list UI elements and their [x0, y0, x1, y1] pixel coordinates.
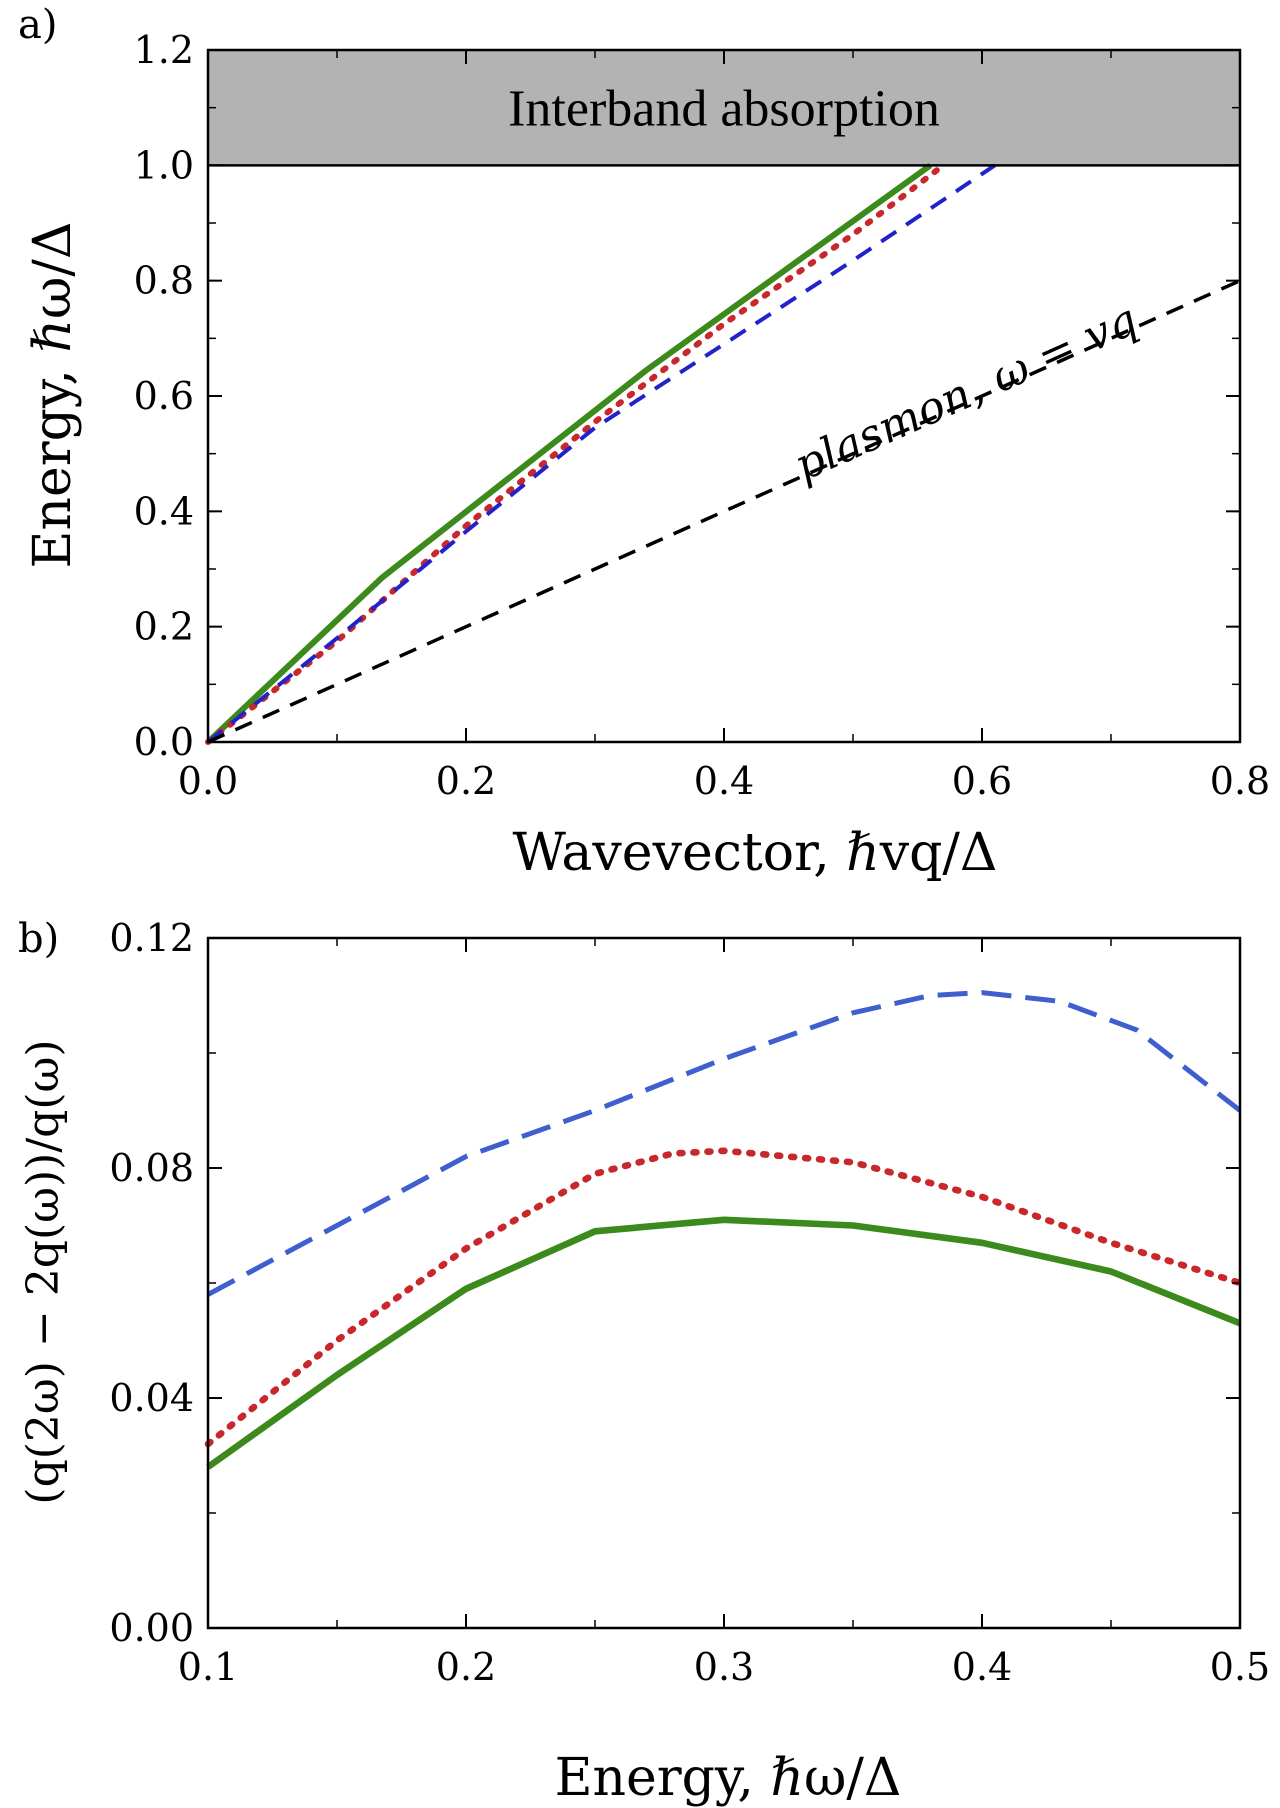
series-line-dotted-1: [205, 162, 947, 745]
plasmon-annotation: plasmon, ω = vq: [787, 294, 1145, 491]
y-tick-label: 0.04: [109, 1376, 194, 1420]
x-axis-label-b: Energy, ℏω/Δ: [555, 1748, 902, 1808]
y-tick-label: 0.0: [134, 720, 194, 764]
x-tick-label: 0.4: [694, 759, 754, 803]
y-axis-label-b: (q(2ω) − 2q(ω))/q(ω): [18, 1039, 69, 1504]
series-line-solid-0: [205, 162, 933, 745]
y-tick-label: 0.8: [134, 259, 194, 303]
x-tick-label: 0.3: [694, 1645, 754, 1689]
x-tick-label: 0.2: [436, 1645, 496, 1689]
y-tick-label: 0.08: [109, 1146, 194, 1190]
x-tick-label: 0.2: [436, 759, 496, 803]
y-tick-label: 0.6: [134, 374, 194, 418]
series-line-solid-2: [206, 1216, 1242, 1470]
series-line-dashed-0: [206, 990, 1242, 1297]
plot-frame-b: [206, 936, 1242, 1630]
series-line-dotted-1: [204, 1147, 1244, 1448]
y-tick-label: 0.00: [109, 1606, 194, 1650]
series-line-dashed-2: [206, 163, 997, 744]
interband-absorption-label: Interband absorption: [508, 81, 940, 138]
x-tick-label: 0.6: [952, 759, 1012, 803]
ticks-b: 0.00 0.04 0.08 0.12 0.1 0.2 0.3 0.4 0.5: [109, 916, 1270, 1689]
panel-label-b: b): [18, 916, 59, 962]
x-tick-label: 0.5: [1210, 1645, 1270, 1689]
x-axis-label-a: Wavevector, ℏvq/Δ: [513, 823, 998, 883]
y-tick-label: 0.12: [109, 916, 194, 960]
x-tick-label: 0.8: [1210, 759, 1270, 803]
panel-b: 0.00 0.04 0.08 0.12 0.1 0.2 0.3 0.4 0.5 b) Energ…: [18, 916, 1270, 1808]
interband-absorption-band: [208, 50, 1240, 166]
y-tick-label: 1.2: [134, 28, 194, 72]
ticks-a: 0.0 0.2 0.4 0.6 0.8 1.0 1.2 0.0 0.2 0.4 0.6 0.8: [134, 28, 1271, 803]
x-tick-label: 0.4: [952, 1645, 1012, 1689]
x-tick-label: 0.1: [178, 1645, 238, 1689]
panel-a: Interband absorption 0.0 0.2 0.4 0.6 0.8 1.0 1…: [18, 2, 1270, 883]
y-tick-label: 0.2: [134, 605, 194, 649]
panel-label-a: a): [18, 2, 57, 48]
series-group-a: [205, 162, 1241, 745]
series-group-b: [204, 990, 1244, 1470]
series-line-vq-3: [207, 279, 1241, 744]
y-tick-label: 1.0: [134, 143, 194, 187]
y-axis-label-a: Energy, ℏω/Δ: [23, 222, 83, 569]
x-tick-label: 0.0: [178, 759, 238, 803]
y-tick-label: 0.4: [134, 489, 194, 533]
